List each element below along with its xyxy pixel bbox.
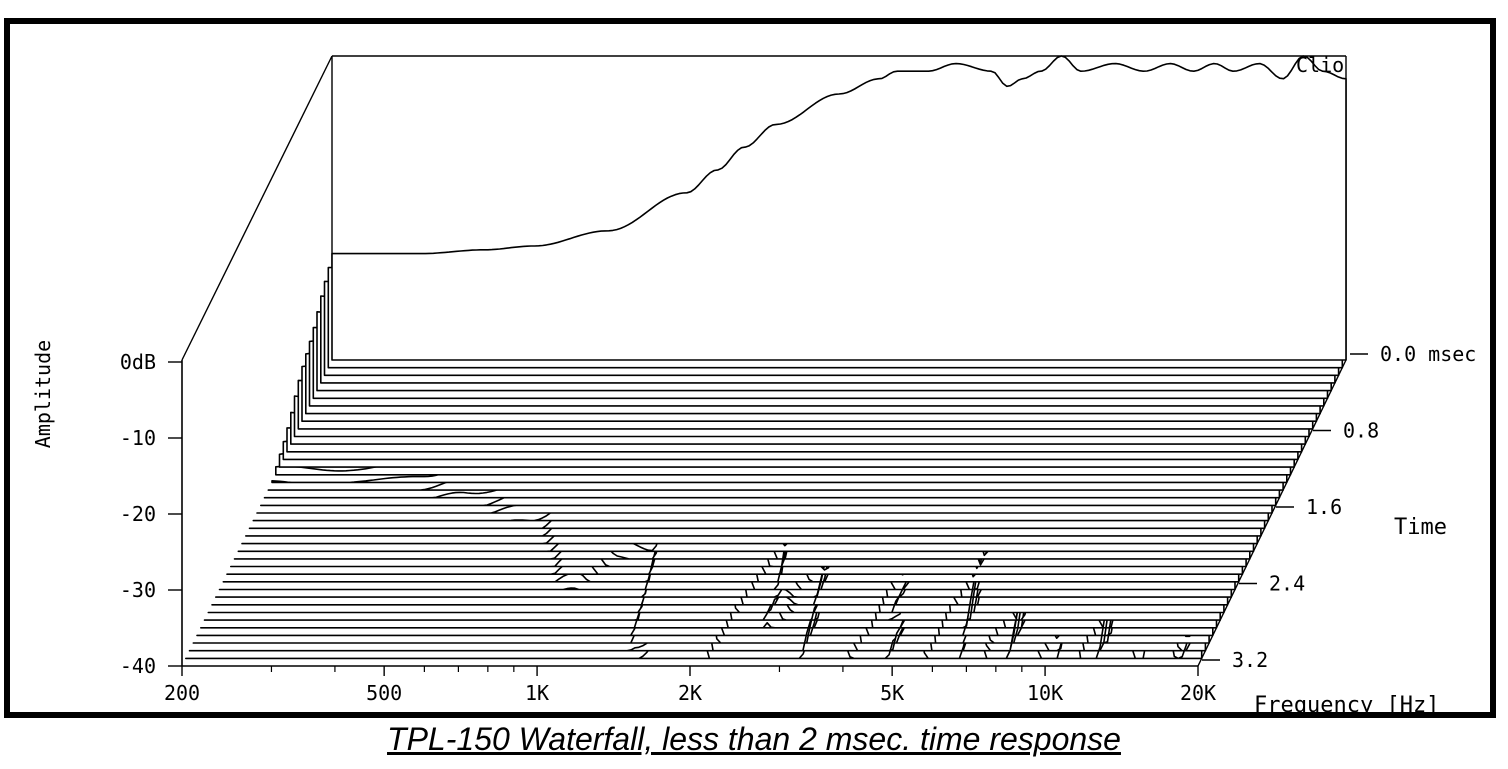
y-tick-label: -30 (120, 578, 156, 602)
time-tick-label: 3.2 (1232, 648, 1268, 672)
time-tick-label: 0.8 (1343, 419, 1379, 443)
x-tick-label: 20K (1180, 681, 1216, 705)
x-tick-label: 500 (366, 681, 402, 705)
time-axis-label: Time (1394, 515, 1447, 540)
x-tick-label: 1K (525, 681, 549, 705)
chart-frame: 200 500 1K 2K 5K 10K 20K 0dB -10 -20 -30 -40 0.0 mse… (4, 18, 1496, 718)
left-slant-line (181, 55, 333, 361)
clio-watermark: Clio (1296, 53, 1344, 77)
y-tick-label: -40 (120, 654, 156, 678)
y-tick-label: 0dB (120, 350, 156, 374)
waterfall-slices (185, 55, 1347, 660)
x-axis-label: Frequency [Hz] (1254, 693, 1439, 712)
x-tick-label: 5K (880, 681, 904, 705)
y-tick-label: -20 (120, 502, 156, 526)
time-tick-label: 1.6 (1306, 495, 1342, 519)
waterfall-slice (331, 55, 1347, 361)
figure-caption: TPL-150 Waterfall, less than 2 msec. tim… (387, 721, 1121, 757)
waterfall-plot: 200 500 1K 2K 5K 10K 20K 0dB -10 -20 -30 -40 0.0 mse… (31, 53, 1476, 712)
time-tick-label: 0.0 msec (1380, 342, 1476, 366)
x-tick-label: 10K (1027, 681, 1063, 705)
axes: 200 500 1K 2K 5K 10K 20K 0dB -10 -20 -30 -40 0.0 mse… (120, 342, 1476, 705)
time-tick-label: 2.4 (1269, 572, 1305, 596)
y-axis-label: Amplitude (31, 340, 55, 448)
x-tick-label: 200 (164, 681, 200, 705)
y-tick-label: -10 (120, 426, 156, 450)
x-tick-label: 2K (678, 681, 702, 705)
